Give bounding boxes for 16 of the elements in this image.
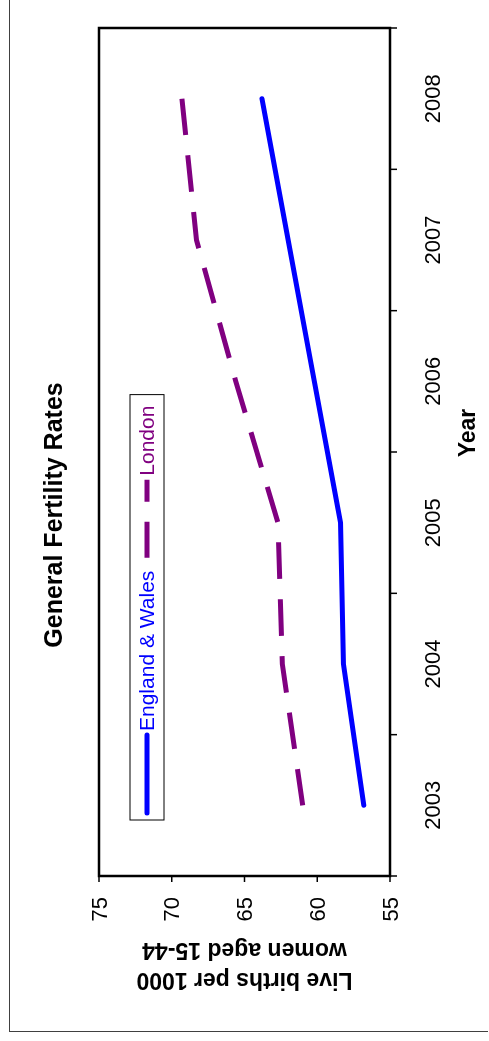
x-tick-label: 75 — [86, 897, 112, 922]
y-tick-label: 2008 — [420, 74, 445, 124]
x-tick-label: 70 — [159, 897, 185, 922]
text: General Fertility Rates — [39, 382, 67, 648]
y-axis-title: Year — [454, 408, 480, 458]
y-tick-label: 2004 — [420, 639, 445, 689]
text: England & Wales — [135, 570, 159, 731]
y-tick-label: 2003 — [420, 780, 445, 830]
text: London — [135, 405, 159, 476]
x-tick-label: 60 — [304, 897, 330, 922]
y-tick-label: 2007 — [420, 215, 445, 265]
x-axis-title: Live births per 1000 women aged 15-44 — [136, 938, 353, 994]
x-tick-label: 65 — [232, 897, 258, 922]
x-tick-label: 55 — [377, 897, 403, 922]
y-tick-label: 2005 — [420, 498, 445, 548]
y-tick-label: 2006 — [420, 356, 445, 406]
